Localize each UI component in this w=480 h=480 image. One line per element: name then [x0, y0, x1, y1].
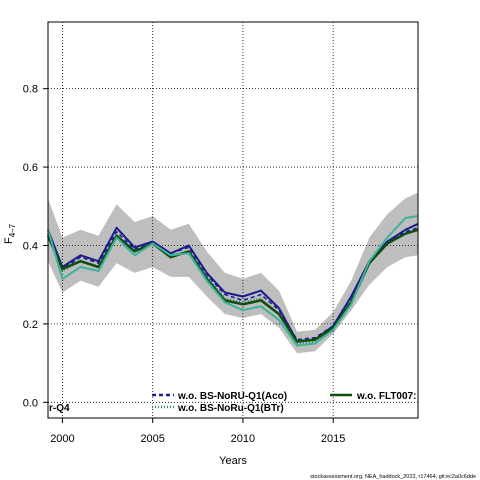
grid-layer	[48, 22, 418, 418]
legend-label: w.o. FLT007:	[356, 391, 416, 402]
x-axis-label: Years	[219, 455, 247, 467]
series-line-btr	[47, 228, 419, 345]
legend-label: w.o. BS-NoRu-Q1(BTr)	[177, 403, 284, 414]
legend-label-truncated: r-Q4	[49, 403, 70, 414]
y-tick-label: 0.8	[23, 84, 38, 96]
x-tick-label: 2005	[140, 433, 164, 445]
footer-credit: stockassessment.org, NEA_haddock_2023, r…	[310, 474, 476, 480]
confidence-band	[48, 192, 418, 354]
y-tick-label: 0.2	[23, 319, 38, 331]
confidence-band-layer	[48, 192, 418, 354]
y-axis-label-main: F	[3, 237, 15, 244]
y-axis-label-subscript: 4–7	[8, 223, 17, 237]
axis-layer: 2000 2005 2010 2015 0.0 0.2 0.4 0.6 0.8	[23, 84, 346, 445]
legend: w.o. BS-NoRU-Q1(Aco)w.o. BS-NoRu-Q1(BTr)…	[49, 391, 416, 414]
plot-frame	[47, 21, 419, 419]
series-line-teal	[47, 215, 419, 347]
y-tick-label: 0.6	[23, 162, 38, 174]
y-tick-label: 0.4	[23, 240, 38, 252]
y-axis-label: F4–7	[3, 223, 17, 244]
y-tick-label: 0.0	[23, 397, 38, 409]
x-tick-label: 2015	[321, 433, 345, 445]
x-tick-label: 2000	[50, 433, 74, 445]
x-tick-label: 2010	[231, 433, 255, 445]
legend-label: w.o. BS-NoRU-Q1(Aco)	[177, 391, 287, 402]
series-layer	[46, 215, 419, 347]
